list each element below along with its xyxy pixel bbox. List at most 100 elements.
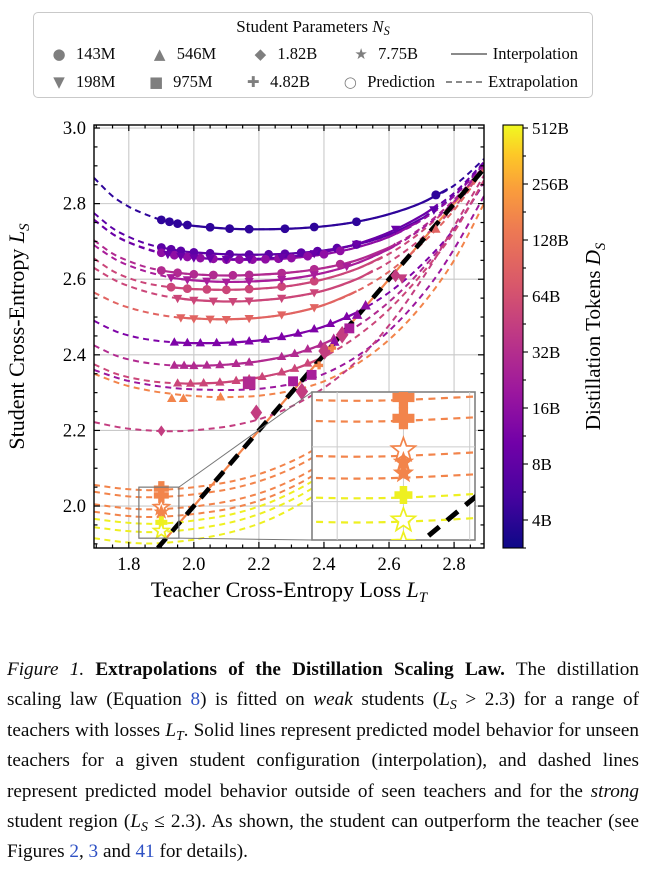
circle-marker — [303, 251, 313, 261]
triangle-up-marker — [360, 299, 371, 310]
caption-text: . Solid lines represent predicted model … — [7, 719, 639, 802]
extrapolation-curve-4.82B-512B — [94, 473, 325, 525]
caption-text: , — [78, 841, 89, 863]
legend-entry-label: 546M — [176, 44, 217, 64]
circle-marker — [277, 268, 287, 278]
triangle-down-marker — [309, 289, 319, 298]
circle-marker — [234, 255, 244, 264]
colorbar-tick-label: 512B — [532, 119, 569, 138]
student-parameters-legend: Student Parameters NS ● 143M ▲ 546M ◆ 1.82B ★ 7… — [33, 12, 593, 98]
circle-marker — [173, 219, 182, 229]
triangle-up-marker — [215, 359, 225, 369]
open-star-marker — [151, 520, 172, 540]
extrapolation-curve-975M-16B — [94, 195, 484, 392]
triangle-down-marker — [309, 271, 319, 280]
triangle-up-marker — [212, 337, 222, 347]
triangle-down-marker — [189, 254, 199, 263]
extrapolation-curve-546M-256B — [94, 203, 484, 399]
legend-marker-icon: ✚ — [246, 73, 260, 92]
caption-text: S — [449, 697, 457, 713]
triangle-up-marker — [228, 337, 238, 346]
svg-text:2.2: 2.2 — [63, 421, 86, 441]
square-marker — [344, 323, 355, 334]
triangle-up-marker — [215, 391, 226, 401]
caption-ref-link[interactable]: 41 — [135, 841, 155, 863]
triangle-down-marker — [189, 296, 199, 306]
triangle-up-marker — [260, 334, 271, 343]
colorbar-tick-label: 128B — [532, 231, 569, 250]
svg-text:2.4: 2.4 — [63, 346, 86, 366]
axis-ticks — [94, 125, 484, 548]
svg-text:2.6: 2.6 — [63, 270, 86, 290]
square-marker — [306, 369, 317, 380]
plus-marker — [315, 361, 324, 370]
colorbar-label: Distillation Tokens DS — [581, 242, 609, 430]
legend-entry-1-82b: ◆ 1.82B — [249, 44, 335, 64]
triangle-up-marker — [231, 375, 241, 384]
triangle-up-marker — [342, 311, 352, 320]
svg-text:2.0: 2.0 — [63, 497, 86, 517]
caption-text: T — [175, 727, 184, 743]
caption-text: strong — [590, 780, 639, 802]
diamond-marker — [390, 268, 401, 283]
svg-text:2.8: 2.8 — [63, 195, 86, 215]
plus-marker — [328, 344, 337, 353]
colorbar-tick-label: 32B — [532, 343, 560, 362]
legend-entry-7-75b: ★ 7.75B — [350, 44, 436, 64]
star-marker — [153, 504, 170, 519]
caption-ref-link[interactable]: 8 — [190, 689, 201, 711]
extrapolation-curve-4.82B-256B — [94, 449, 325, 499]
triangle-up-marker — [215, 377, 225, 386]
legend-entry-label: 975M — [173, 72, 213, 92]
star-marker — [392, 450, 415, 472]
triangle-down-marker — [176, 314, 186, 323]
triangle-down-marker — [172, 294, 183, 304]
triangle-up-marker — [351, 309, 363, 319]
legend-entry-label: Prediction — [367, 72, 436, 92]
extrapolation-curve-4.82B-256B — [94, 443, 325, 492]
y-tick-labels: 2.0 2.2 2.4 2.6 2.8 3.0 — [63, 119, 86, 517]
triangle-up-marker — [309, 324, 319, 333]
triangle-up-marker — [303, 358, 313, 367]
caption-ref-link[interactable]: 2 — [69, 841, 79, 863]
triangle-up-marker — [277, 331, 287, 341]
extrapolation-curve-7.75B-512B — [94, 480, 325, 534]
circle-marker — [244, 284, 254, 294]
triangle-down-marker — [244, 278, 254, 287]
caption-text — [84, 659, 95, 680]
triangle-down-marker — [244, 297, 254, 306]
caption-ref-link[interactable]: 3 — [88, 841, 99, 863]
triangle-up-marker — [244, 336, 254, 345]
triangle-up-marker — [189, 360, 199, 370]
legend-entry-label: 7.75B — [378, 44, 418, 64]
extrapolation-curve-1.82B-32B — [94, 174, 484, 433]
colorbar-tick-label: 8B — [532, 455, 552, 474]
extrapolation-curve-546M-32B — [94, 179, 484, 385]
circle-marker — [195, 253, 205, 263]
circle-marker — [225, 224, 235, 234]
interpolation-curve-546M-8B — [174, 307, 364, 345]
interpolation-curve-143M-4B — [161, 188, 449, 231]
triangle-up-marker — [172, 378, 183, 387]
star-marker — [392, 461, 415, 483]
triangle-down-marker — [244, 255, 254, 264]
circle-marker — [244, 270, 254, 280]
triangle-up-marker — [257, 371, 267, 381]
caption-text: and — [98, 841, 136, 863]
triangle-up-marker — [202, 360, 212, 369]
circle-marker — [335, 259, 345, 269]
legend-entry-975m: ■ 975M — [145, 72, 231, 92]
triangle-down-marker — [205, 315, 215, 324]
svg-text:2.6: 2.6 — [377, 555, 400, 575]
circle-marker — [319, 249, 329, 259]
colorbar: 512B 256B 128B 64B 32B 16B 8B 4B Distillation To… — [502, 119, 609, 549]
extrapolation-curve-143M-64B — [94, 166, 484, 291]
x-tick-labels: 1.8 2.0 2.2 2.4 2.6 2.8 — [117, 555, 465, 575]
caption-text: > 2.3) for a range of teachers with loss… — [7, 689, 639, 741]
series-markers — [151, 190, 441, 540]
figure-caption: Figure 1. Extrapolations of the Distilla… — [7, 655, 639, 867]
scaling-law-chart: 1.8 2.0 2.2 2.4 2.6 2.8 2.0 2.2 2.4 2.6 2.8 3.0 Teac… — [4, 119, 609, 606]
circle-marker — [228, 270, 238, 280]
triangle-down-marker — [176, 252, 186, 262]
triangle-up-marker — [303, 344, 313, 353]
